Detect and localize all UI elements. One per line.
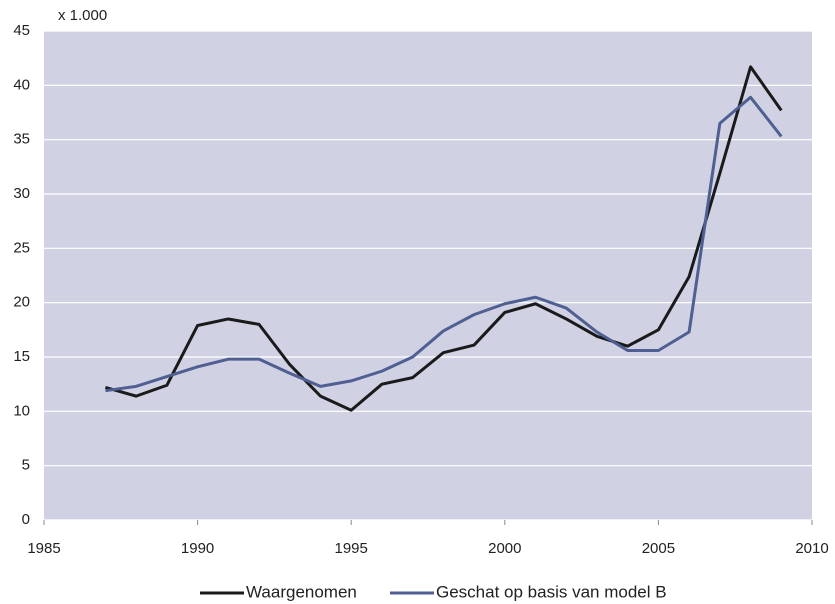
y-tick-label: 30 <box>13 185 30 202</box>
y-axis-label: x 1.000 <box>58 7 107 24</box>
y-tick-label: 20 <box>13 294 30 311</box>
x-tick-label: 1985 <box>27 540 60 557</box>
x-tick-label: 2010 <box>795 540 828 557</box>
y-tick-label: 45 <box>13 22 30 39</box>
x-tick-label: 2000 <box>488 540 521 557</box>
series-line <box>105 95 783 393</box>
x-tick-label: 2005 <box>642 540 675 557</box>
legend-label: Waargenomen <box>246 582 357 601</box>
y-tick-label: 0 <box>22 511 30 528</box>
x-tick-label: 1995 <box>335 540 368 557</box>
y-tick-label: 10 <box>13 402 30 419</box>
legend-label: Geschat op basis van model B <box>436 582 667 601</box>
x-tick-label: 1990 <box>181 540 214 557</box>
plot-area <box>44 31 812 520</box>
y-tick-label: 40 <box>13 76 30 93</box>
y-tick-label: 25 <box>13 239 30 256</box>
y-tick-label: 5 <box>22 457 30 474</box>
y-tick-label: 35 <box>13 131 30 148</box>
y-tick-label: 15 <box>13 348 30 365</box>
series-line <box>105 65 783 412</box>
